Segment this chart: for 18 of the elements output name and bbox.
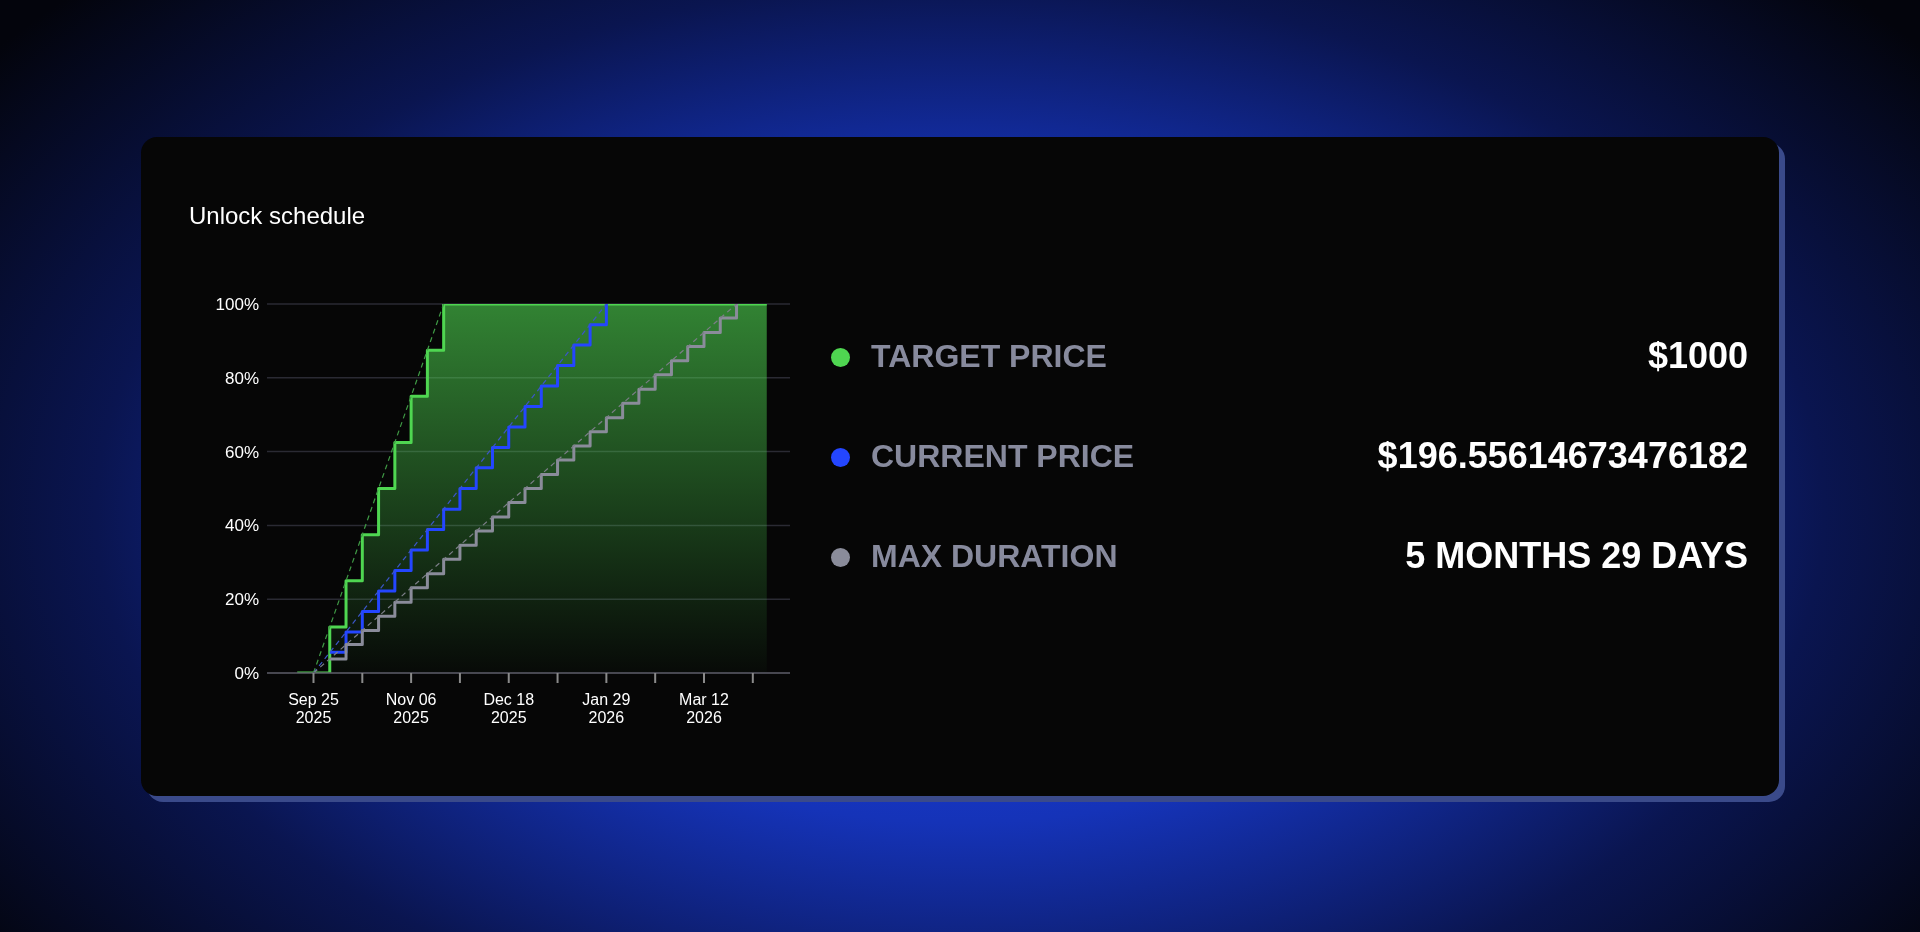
y-tick-label: 60% (224, 442, 259, 462)
y-tick-label: 20% (224, 590, 259, 610)
x-tick-label: Dec 18 2025 (483, 691, 535, 726)
text: 5 MONTHS 29 DAYS (1405, 534, 1748, 578)
x-tick-label: Nov 06 2025 (385, 691, 437, 726)
y-tick-label: 80% (224, 368, 259, 388)
text: $1000 (1647, 334, 1748, 378)
legend-label: CURRENT PRICE (871, 437, 1135, 476)
chart-title: Unlock schedule (189, 202, 366, 230)
y-tick-label: 0% (234, 664, 259, 684)
y-tick-label: 100% (215, 295, 259, 315)
legend-label: TARGET PRICE (871, 337, 1107, 376)
legend-label: MAX DURATION (871, 537, 1118, 576)
x-tick-label: Jan 29 2026 (582, 691, 631, 726)
x-tick-label: Sep 25 2025 (288, 691, 339, 726)
y-tick-label: 40% (224, 516, 259, 536)
x-tick-label: Mar 12 2026 (679, 691, 729, 726)
text: $196.55614673476182 (1377, 434, 1748, 478)
